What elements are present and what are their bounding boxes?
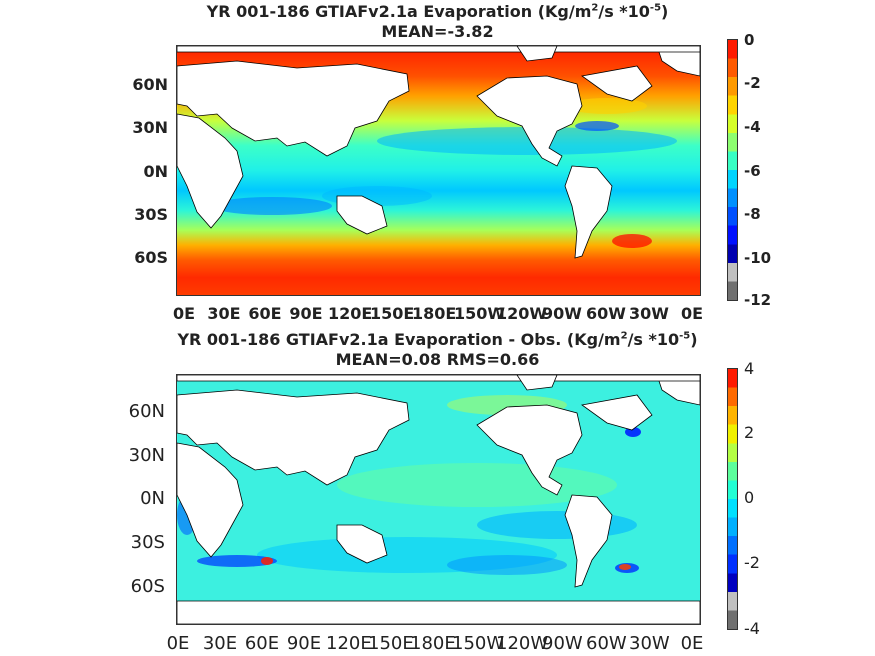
panel1-colorbar-tick: -6 <box>744 162 761 180</box>
panel2-lon-label: 90E <box>286 633 322 654</box>
panel2-lat-label: 0N <box>140 488 165 509</box>
panel1-colorbar-tick: -4 <box>744 118 761 136</box>
panel2-lon-label: 0E <box>166 633 190 654</box>
panel1-lon-label: 90E <box>289 304 323 323</box>
panel2-lon-label: 120E <box>326 633 372 654</box>
panel1-colorbar-tick: -10 <box>744 249 772 267</box>
panel2-colorbar-tick: -4 <box>744 619 760 638</box>
panel1-map-svg <box>177 46 700 295</box>
panel2-title: YR 001-186 GTIAFv2.1a Evaporation - Obs.… <box>177 330 698 349</box>
panel1-lon-label: 150E <box>370 304 415 323</box>
panel1-lon-label: 30W <box>629 304 669 323</box>
panel2-lat-label: 60N <box>128 401 165 422</box>
panel1-title: YR 001-186 GTIAFv2.1a Evaporation (Kg/m2… <box>206 2 669 21</box>
panel1-landmasses <box>177 46 700 259</box>
panel2-colorbar-tick: 2 <box>744 423 755 442</box>
panel1-lon-label: 0E <box>680 304 704 323</box>
panel1-lon-label: 60E <box>248 304 282 323</box>
panel2-lon-label: 90W <box>542 633 583 654</box>
panel1-lon-label: 120E <box>328 304 373 323</box>
panel1-lat-label: 30S <box>134 205 168 224</box>
panel1-lon-label: 180E <box>412 304 457 323</box>
panel1-lon-label: 0E <box>172 304 196 323</box>
panel2-lon-label: 180E <box>410 633 456 654</box>
panel1-colorbar <box>727 39 738 301</box>
panel2-colorbar <box>727 368 738 630</box>
panel2-lat-label: 30N <box>128 445 165 466</box>
panel2-lon-label: 0E <box>680 633 704 654</box>
panel1-lat-label: 0N <box>143 162 168 181</box>
panel1-subtitle: MEAN=-3.82 <box>381 22 494 41</box>
panel2-map <box>176 374 701 625</box>
panel2-lon-label: 120W <box>496 633 549 654</box>
panel2-lat-label: 30S <box>130 532 165 553</box>
panel2-colorbar-tick: 4 <box>744 359 755 378</box>
panel1-lon-label: 120W <box>496 304 548 323</box>
panel2-lon-label: 150E <box>368 633 414 654</box>
panel1-colorbar-tick: 0 <box>744 31 755 49</box>
panel2-lon-label: 60E <box>244 633 280 654</box>
panel-model-evaporation: YR 001-186 GTIAFv2.1a Evaporation (Kg/m2… <box>132 2 772 323</box>
panel2-lon-label: 30W <box>629 633 670 654</box>
panel1-lon-label: 90W <box>542 304 582 323</box>
panel1-lon-label: 150W <box>454 304 506 323</box>
panel2-colorbar-tick: 0 <box>744 488 755 507</box>
panel1-lat-label: 30N <box>132 118 168 137</box>
panel2-lon-label: 60W <box>586 633 627 654</box>
panel2-lat-label: 60S <box>130 576 165 597</box>
panel2-lon-label: 30E <box>202 633 238 654</box>
panel-evaporation-difference: YR 001-186 GTIAFv2.1a Evaporation - Obs.… <box>0 328 875 656</box>
panel1-colorbar-tick: -8 <box>744 205 761 223</box>
panel1-lon-label: 30E <box>207 304 241 323</box>
panel1-colorbar-tick: -12 <box>744 291 772 309</box>
panel2-lon-label: 150W <box>452 633 505 654</box>
panel1-lat-label: 60N <box>132 75 168 94</box>
panel2-landmasses <box>177 375 700 624</box>
panel2-subtitle: MEAN=0.08 RMS=0.66 <box>335 350 540 369</box>
panel1-lat-label: 60S <box>134 248 168 267</box>
panel1-lon-label: 60W <box>586 304 626 323</box>
panel1-map <box>176 45 701 296</box>
panel2-map-svg <box>177 375 700 624</box>
panel1-colorbar-tick: -2 <box>744 74 761 92</box>
panel2-colorbar-tick: -2 <box>744 553 760 572</box>
